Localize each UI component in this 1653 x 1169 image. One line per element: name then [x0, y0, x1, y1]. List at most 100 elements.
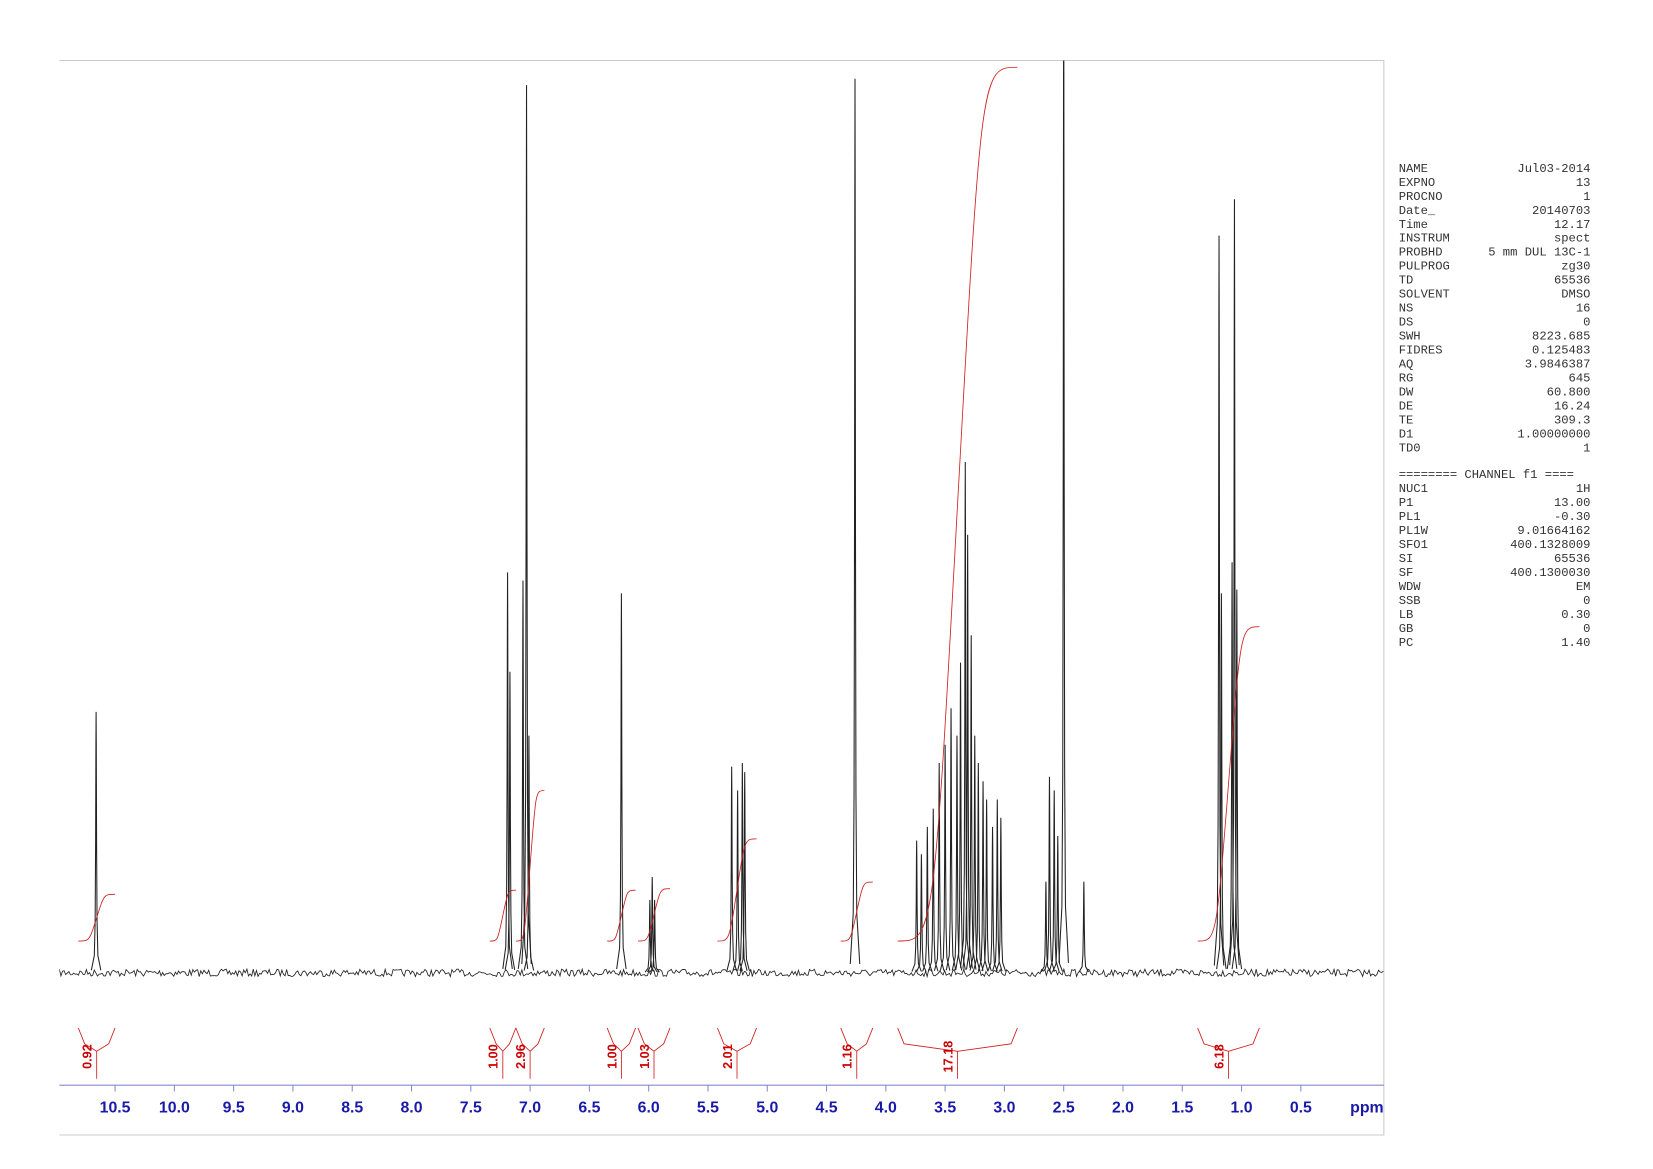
x-tick-label: 4.5	[816, 1100, 838, 1117]
peak	[504, 671, 516, 970]
baseline-noise	[59, 967, 1384, 979]
peak	[945, 708, 957, 971]
param-value: 16.24	[1554, 400, 1591, 414]
x-tick-label: 2.5	[1053, 1100, 1075, 1117]
param-name: EXPNO	[1399, 176, 1436, 190]
x-tick-label: 0.5	[1290, 1100, 1312, 1117]
x-tick-label: 10.0	[159, 1100, 190, 1117]
param-value: 13	[1576, 176, 1591, 190]
integral-curve	[607, 889, 636, 942]
param-name: SWH	[1399, 330, 1421, 344]
x-tick-label: 1.0	[1231, 1100, 1253, 1117]
param-value: 12.17	[1554, 218, 1591, 232]
param-value: -0.30	[1554, 510, 1591, 524]
peak	[1048, 790, 1060, 972]
peak	[1058, 60, 1069, 963]
param-name: SFO1	[1399, 538, 1428, 552]
param-name: NAME	[1399, 162, 1428, 176]
param-name: NUC1	[1399, 482, 1428, 496]
integral-curve	[1197, 626, 1260, 942]
peak	[1216, 593, 1227, 970]
param-name: LB	[1399, 608, 1414, 622]
param-value: Jul03-2014	[1517, 162, 1590, 176]
integral-bracket	[1197, 1027, 1260, 1079]
peak	[933, 763, 945, 971]
peak	[995, 817, 1007, 972]
param-name: GB	[1399, 622, 1414, 636]
param-value: 60.800	[1547, 386, 1591, 400]
param-value: 0.30	[1561, 608, 1590, 622]
param-name: DW	[1399, 386, 1414, 400]
integral-label: 17.18	[940, 1041, 955, 1073]
x-axis-label: ppm	[1350, 1100, 1384, 1117]
peak	[849, 78, 861, 965]
param-value: 1	[1583, 442, 1590, 456]
x-tick-label: 8.0	[400, 1100, 422, 1117]
integral-bracket	[897, 1027, 1018, 1079]
param-value: 0	[1583, 594, 1590, 608]
param-value: 20140703	[1532, 204, 1590, 218]
param-name: SSB	[1399, 594, 1421, 608]
param-value: 9.01664162	[1517, 524, 1590, 538]
integral-bracket	[77, 1027, 116, 1079]
integral-label: 1.16	[840, 1044, 855, 1069]
integral-label: 1.00	[604, 1044, 619, 1069]
param-value: 0	[1583, 622, 1590, 636]
peak	[987, 826, 998, 972]
x-tick-label: 9.0	[282, 1100, 304, 1117]
param-value: 1H	[1576, 482, 1591, 496]
integral-curve	[515, 790, 545, 942]
param-value: 0	[1583, 316, 1590, 330]
integral-label: 2.96	[513, 1044, 528, 1069]
x-tick-label: 5.0	[756, 1100, 778, 1117]
param-name: INSTRUM	[1399, 232, 1450, 246]
peak	[1040, 881, 1052, 973]
x-tick-label: 3.5	[934, 1100, 956, 1117]
x-tick-label: 5.5	[697, 1100, 719, 1117]
param-name: RG	[1399, 372, 1414, 386]
x-tick-label: 7.0	[519, 1100, 541, 1117]
param-name: FIDRES	[1399, 344, 1443, 358]
param-value: 400.1300030	[1510, 566, 1590, 580]
x-tick-label: 6.5	[578, 1100, 600, 1117]
param-value: 5 mm DUL 13C-1	[1488, 246, 1590, 260]
x-tick-label: 7.5	[460, 1100, 482, 1117]
peak	[726, 766, 737, 971]
integral-label: 0.92	[80, 1044, 95, 1069]
param-value: 65536	[1554, 274, 1591, 288]
integral-label: 1.03	[637, 1044, 652, 1069]
integral-label: 2.01	[720, 1044, 735, 1069]
peak	[649, 899, 660, 973]
param-name: PROBHD	[1399, 246, 1443, 260]
param-value: 3.9846387	[1525, 358, 1591, 372]
integral-bracket	[515, 1027, 545, 1079]
integral-curve	[78, 893, 116, 942]
frame	[59, 59, 1385, 1136]
peak	[739, 772, 750, 971]
param-name: NS	[1399, 302, 1414, 316]
peak	[523, 735, 535, 971]
param-name: DS	[1399, 316, 1414, 330]
param-value: spect	[1554, 232, 1591, 246]
param-value: 1.00000000	[1517, 428, 1590, 442]
param-name: PL1	[1399, 510, 1421, 524]
peak	[951, 735, 963, 971]
integral-bracket	[606, 1027, 637, 1079]
param-name: SOLVENT	[1399, 288, 1450, 302]
peak	[1078, 881, 1090, 973]
param-name: SF	[1399, 566, 1414, 580]
x-tick-label: 9.5	[223, 1100, 245, 1117]
peak	[977, 781, 989, 972]
param-name: PL1W	[1399, 524, 1429, 538]
channel-header: ======== CHANNEL f1 ====	[1399, 468, 1574, 482]
param-value: 16	[1576, 302, 1591, 316]
param-name: D1	[1399, 428, 1414, 442]
x-tick-label: 1.5	[1171, 1100, 1193, 1117]
peak	[981, 799, 992, 972]
peak	[955, 662, 966, 970]
param-name: TD0	[1399, 442, 1421, 456]
plot-area	[59, 60, 1384, 979]
integral-bracket	[717, 1027, 757, 1079]
param-name: TE	[1399, 414, 1414, 428]
